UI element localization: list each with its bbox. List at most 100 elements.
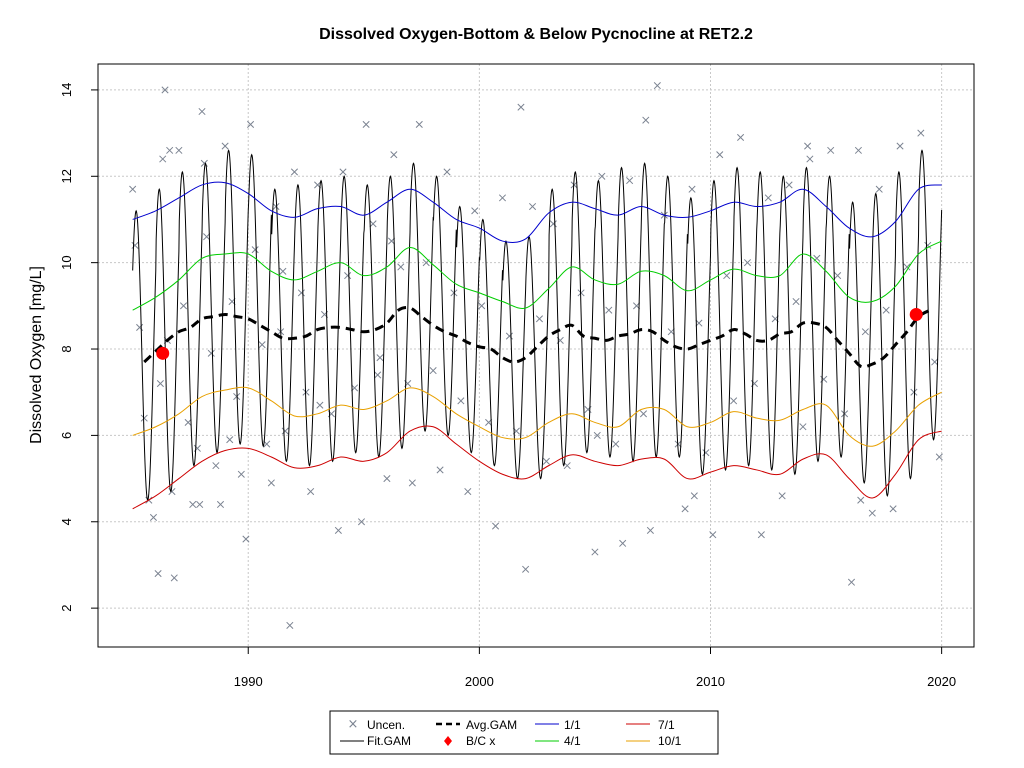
- uncensored-point: [612, 440, 620, 448]
- uncensored-point: [212, 462, 220, 470]
- uncensored-point: [272, 202, 280, 211]
- plot-border: [97, 63, 975, 648]
- legend-uncen-symbol: ×: [348, 717, 359, 732]
- uncensored-point: [757, 531, 765, 539]
- uncensored-point: [642, 116, 650, 124]
- x-tick-label: 2010: [696, 674, 725, 689]
- uncensored-point: [334, 526, 342, 534]
- legend-label-uncen: Uncen.: [367, 718, 405, 732]
- uncensored-point: [429, 367, 437, 375]
- uncensored-point: [827, 146, 835, 154]
- x-tick-label: 1990: [234, 674, 263, 689]
- uncensored-point: [563, 462, 571, 470]
- uncensored-point: [175, 146, 183, 154]
- axis-layer: 2 4 6 8 10 12 14 1990 2000 2010 2020: [59, 83, 956, 689]
- uncensored-point: [179, 302, 188, 310]
- uncensored-point: [339, 168, 347, 176]
- uncensored-point: [653, 82, 661, 90]
- uncensored-point: [882, 306, 890, 314]
- uncensored-point: [491, 522, 500, 530]
- uncensored-point: [376, 354, 384, 362]
- uncensored-point: [203, 233, 211, 241]
- uncensored-point: [737, 133, 745, 141]
- uncensored-point: [279, 267, 287, 275]
- uncensored-point: [290, 168, 299, 176]
- uncensored-point: [196, 500, 204, 509]
- uncensored-point: [535, 315, 544, 323]
- y-tick-label: 12: [59, 169, 74, 183]
- uncensored-point: [443, 168, 451, 176]
- uncensored-point: [688, 185, 696, 193]
- uncensored-point: [528, 202, 537, 211]
- uncensored-point: [369, 220, 377, 228]
- x-tick-label: 2000: [465, 674, 494, 689]
- uncensored-point: [281, 427, 289, 435]
- uncensored-point: [764, 194, 772, 202]
- uncensored-point: [785, 181, 793, 189]
- uncensored-point: [639, 410, 648, 418]
- uncensored-point: [716, 151, 724, 159]
- uncensored-point: [903, 263, 911, 271]
- uncensored-point: [286, 621, 294, 629]
- uncensored-point: [316, 401, 324, 409]
- uncensored-point: [868, 509, 876, 517]
- uncensored-point: [522, 565, 530, 573]
- uncensored-point: [778, 492, 786, 500]
- uncensored-point: [471, 207, 479, 215]
- uncensored-point: [237, 470, 245, 478]
- uncensored-point: [246, 120, 255, 129]
- y-axis-label: Dissolved Oxygen [mg/L]: [28, 266, 45, 444]
- x-tick-label: 2020: [927, 674, 956, 689]
- series-apr1-line: [132, 240, 942, 311]
- series-oct1-line: [132, 386, 942, 447]
- bc-point: [156, 346, 170, 360]
- uncensored-point: [889, 505, 897, 513]
- uncensored-point: [251, 246, 259, 254]
- uncensored-point: [593, 431, 601, 439]
- uncensored-point: [242, 535, 250, 543]
- uncensored-point: [408, 479, 416, 487]
- legend-label-jan1: 1/1: [564, 718, 581, 732]
- uncensored-point: [517, 103, 525, 111]
- uncensored-point: [221, 142, 229, 150]
- legend-label-avggam: Avg.GAM: [466, 718, 517, 732]
- uncensored-point: [681, 505, 689, 513]
- legend-box: [329, 710, 719, 755]
- uncensored-point: [478, 302, 486, 310]
- uncensored-point: [619, 539, 627, 547]
- uncensored-point: [690, 492, 698, 500]
- uncensored-point: [626, 177, 634, 185]
- y-tick-label: 4: [59, 518, 74, 525]
- legend-label-apr1: 4/1: [564, 734, 581, 748]
- uncensored-point: [189, 500, 197, 509]
- uncensored-point: [390, 151, 398, 159]
- bc-point: [909, 307, 923, 321]
- uncensored-point: [924, 241, 932, 249]
- legend-label-fitgam: Fit.GAM: [367, 734, 411, 748]
- uncensored-point: [917, 129, 925, 137]
- series-jan1-line: [132, 181, 942, 243]
- series-jul1-line: [132, 425, 942, 510]
- uncensored-point: [702, 449, 710, 457]
- uncensored-point: [362, 120, 370, 129]
- uncensored-point: [226, 436, 234, 444]
- uncensored-point: [216, 500, 225, 509]
- uncensored-point: [598, 172, 606, 180]
- uncensored-point: [847, 578, 856, 586]
- uncensored-point: [159, 155, 167, 163]
- uncensored-point: [357, 518, 366, 526]
- uncensored-point: [344, 272, 352, 280]
- uncensored-point: [841, 410, 849, 418]
- uncensored-point: [910, 388, 918, 396]
- uncensored-point: [935, 453, 943, 461]
- uncensored-point: [129, 185, 137, 193]
- uncensored-point: [170, 574, 178, 582]
- uncensored-point: [297, 289, 305, 297]
- uncensored-point: [154, 570, 162, 578]
- uncensored-point: [161, 86, 169, 94]
- series-avggam-line: [143, 306, 931, 369]
- uncensored-point: [667, 328, 675, 336]
- uncensored-point: [896, 142, 904, 150]
- y-tick-label: 8: [59, 345, 74, 352]
- uncensored-point: [854, 146, 862, 154]
